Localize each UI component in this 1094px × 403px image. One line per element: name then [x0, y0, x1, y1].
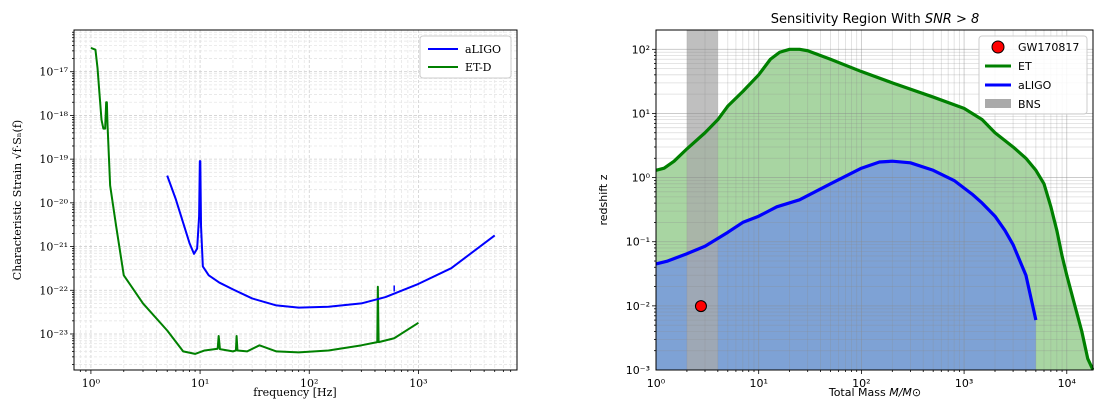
strain-legend: aLIGO ET-D [419, 35, 512, 79]
sensitivity-legend-label-aligo: aLIGO [1018, 79, 1052, 92]
sensitivity-x-axis-label-prefix: Total Mass [828, 386, 889, 399]
strain-series [90, 46, 496, 355]
sensitivity-title: Sensitivity Region With SNR > 8 [771, 12, 980, 27]
strain-series-line-aligo [166, 160, 496, 309]
sensitivity-band-bns [686, 30, 718, 370]
sensitivity-title-math: SNR > 8 [925, 12, 979, 27]
sensitivity-y-tick-label: 10¹ [632, 107, 650, 120]
strain-plot-frame [73, 29, 518, 371]
strain-x-tick-label: 10³ [409, 377, 427, 390]
strain-x-tick-label: 10² [300, 377, 318, 390]
sensitivity-y-axis-label: redshift z [597, 174, 610, 225]
strain-y-tick-label: 10⁻²³ [39, 328, 68, 341]
strain-y-axis-label: Characteristic Strain √f·Sₙ(f) [11, 120, 24, 280]
strain-plot-area [74, 30, 517, 370]
sensitivity-x-tick-label: 10³ [955, 377, 973, 390]
sensitivity-legend-label-gw170817: GW170817 [1018, 41, 1079, 54]
sensitivity-x-tick-label: 10¹ [749, 377, 767, 390]
sensitivity-y-tick-label: 10⁰ [632, 172, 651, 185]
strain-series-line-et-d [90, 46, 419, 355]
sensitivity-ticks: 10⁰ 10¹ 10² 10³ 10⁴ 10⁻³ 10⁻² 10⁻¹ 10⁰ 10¹ 10² [626, 43, 1077, 390]
sensitivity-legend-label-et: ET [1018, 60, 1032, 73]
strain-y-tick-label: 10⁻¹⁷ [39, 66, 68, 79]
strain-ticks: 10⁰ 10¹ 10² 10³ 10⁻²³ 10⁻²² 10⁻²¹ 10⁻²⁰ 10⁻¹⁹ 10⁻… [39, 31, 512, 390]
sensitivity-chart: Sensitivity Region With SNR > 8 10⁰ 10¹ 10… [597, 12, 1094, 399]
strain-legend-label-aligo: aLIGO [465, 43, 501, 56]
sensitivity-lines [655, 47, 1094, 371]
sensitivity-x-axis-label-math: M/M⊙ [889, 386, 921, 399]
sensitivity-y-tick-label: 10⁻¹ [626, 236, 650, 249]
sensitivity-line-et [655, 47, 1094, 371]
sensitivity-legend-label-bns: BNS [1018, 98, 1041, 111]
sensitivity-y-tick-label: 10⁻² [626, 300, 650, 313]
sensitivity-y-tick-label: 10² [632, 43, 650, 56]
sensitivity-x-tick-label: 10² [852, 377, 870, 390]
strain-y-tick-label: 10⁻¹⁹ [39, 153, 68, 166]
sensitivity-legend-swatch-bns [985, 99, 1011, 108]
strain-x-tick-label: 10⁰ [82, 377, 101, 390]
sensitivity-fill-aligo [656, 161, 1036, 370]
strain-legend-label-et: ET-D [465, 61, 492, 74]
strain-y-tick-label: 10⁻²⁰ [39, 197, 68, 210]
sensitivity-x-tick-label: 10⁰ [647, 377, 666, 390]
sensitivity-legend-box [978, 35, 1088, 115]
sensitivity-plot-frame [655, 29, 1094, 371]
sensitivity-point-gw170817 [694, 300, 707, 313]
sensitivity-legend-swatch-gw170817 [991, 40, 1005, 54]
strain-x-tick-label: 10¹ [191, 377, 209, 390]
strain-y-tick-label: 10⁻¹⁸ [39, 109, 68, 122]
sensitivity-x-tick-label: 10⁴ [1058, 377, 1077, 390]
sensitivity-legend: GW170817 ET aLIGO BNS [978, 35, 1088, 115]
sensitivity-title-prefix: Sensitivity Region With [771, 12, 925, 27]
sensitivity-fills [656, 30, 1093, 371]
strain-chart: 10⁰ 10¹ 10² 10³ 10⁻²³ 10⁻²² 10⁻²¹ 10⁻²⁰ 10⁻¹⁹ 10⁻… [11, 29, 518, 399]
sensitivity-x-axis-label: Total Mass M/M⊙ [828, 386, 921, 399]
sensitivity-y-tick-label: 10⁻³ [626, 364, 650, 377]
strain-y-tick-label: 10⁻²² [39, 284, 68, 297]
strain-y-tick-label: 10⁻²¹ [39, 241, 68, 254]
strain-x-axis-label: frequency [Hz] [253, 386, 336, 399]
sensitivity-line-aligo [655, 159, 1038, 321]
sensitivity-grid [656, 30, 1093, 370]
